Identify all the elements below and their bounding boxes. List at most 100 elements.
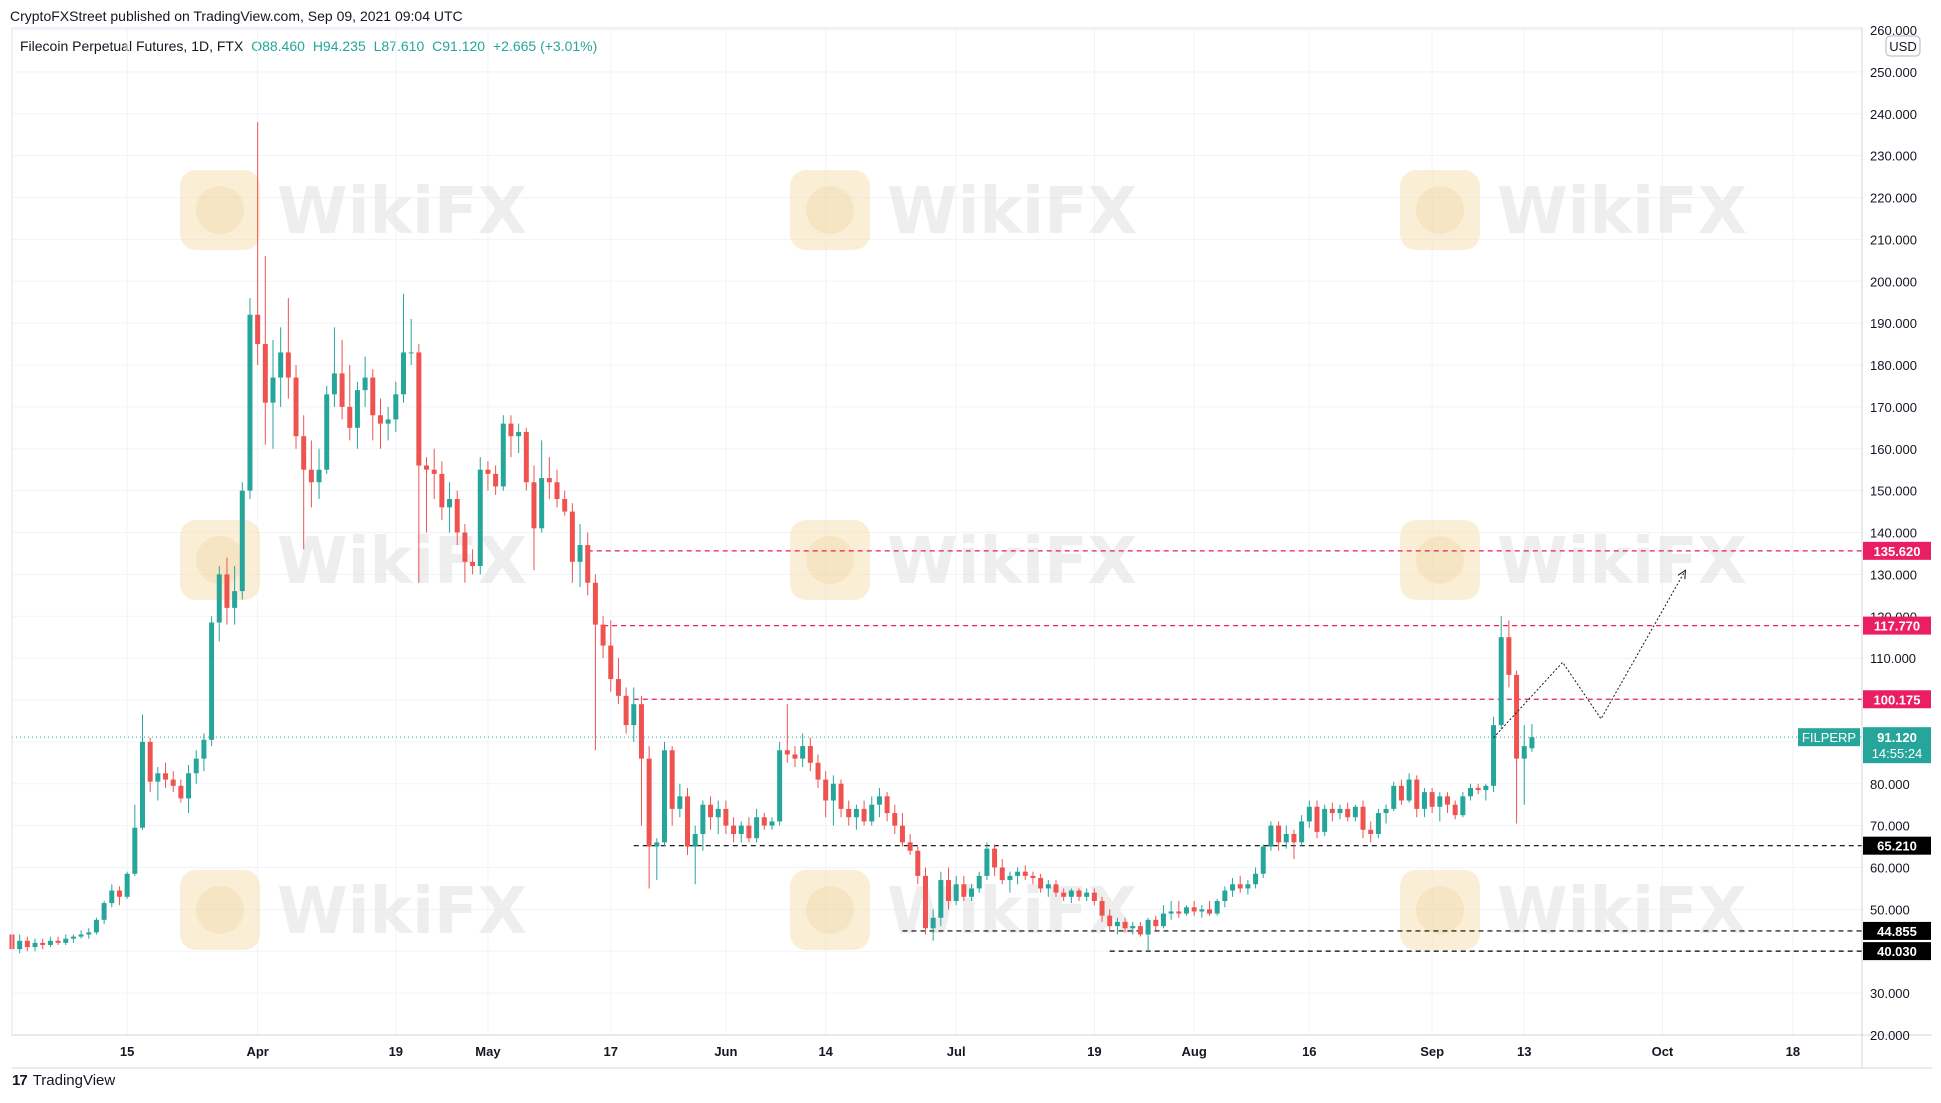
candle [1091,888,1097,906]
candle-body [155,773,161,782]
candle [1322,804,1328,837]
candle-body [685,796,691,847]
candle [393,381,399,432]
candle-body [1160,913,1166,927]
candle [638,695,644,826]
candle-body [209,622,215,740]
candle [1491,716,1497,793]
candle-body [815,762,821,780]
candle [1084,888,1090,901]
candle-body [1061,892,1067,897]
watermark-text: WikiFX [277,175,527,249]
symbol-tag-label: FILPERP [1802,730,1856,745]
candle [1099,896,1105,922]
y-tick-label: 200.000 [1870,274,1917,289]
candle [377,398,383,449]
candle-body [109,890,115,904]
candle-body [922,875,928,929]
candle-body [354,390,360,428]
candle-body [232,591,238,608]
candle-body [1191,907,1197,912]
candle-body [17,940,23,950]
candle-body [1444,796,1450,805]
candle [431,448,437,499]
candle [1130,921,1136,935]
candle-body [562,499,568,512]
candle-body [1053,884,1059,893]
candle-body [661,750,667,843]
candle [1444,792,1450,814]
candle-body [1107,915,1113,927]
candle-body [1375,813,1381,834]
candle-body [976,875,982,889]
x-tick-label: 15 [120,1044,134,1059]
candle [24,936,30,952]
candle-body [1514,674,1520,759]
tradingview-footer[interactable]: 17 TradingView [12,1072,115,1089]
wikifx-watermark: WikiFX [180,170,527,250]
candle [869,796,875,826]
candle [777,741,783,826]
axes: 20.00030.00040.00050.00060.00070.00080.0… [11,23,1932,1069]
y-tick-label: 150.000 [1870,484,1917,499]
candle-body [708,804,714,818]
last-price-tag [1863,727,1931,764]
watermark-text: WikiFX [277,875,527,949]
candle [1345,802,1351,822]
candle-body [869,804,875,822]
ohlc-change: +2.665 (+3.01%) [492,38,598,54]
candle-body [1260,846,1266,874]
watermark-logo-inner [806,536,854,584]
candle [93,917,99,935]
candle [216,566,222,642]
candle [1038,873,1044,893]
y-tick-label: 80.000 [1870,777,1910,792]
candle-body [32,942,38,948]
candle [155,767,161,801]
candle-body [1352,806,1358,818]
candle-body [347,406,353,428]
watermark-logo-inner [806,186,854,234]
projection-arrowhead [1677,569,1687,580]
candle-body [969,888,975,897]
candle [508,415,514,458]
candle-body [78,934,84,937]
candle-body [308,469,314,483]
x-tick-label: Jun [714,1044,737,1059]
candle-body [754,817,760,839]
candle-body [953,884,959,901]
candle [669,746,675,826]
candle-body [324,394,330,470]
candle [170,771,176,793]
candle-body [1475,787,1481,791]
candle [815,754,821,788]
candle-body [1130,926,1136,929]
candle-body [654,842,660,847]
candle-body [377,415,383,424]
candle [70,934,76,943]
candle [1114,917,1120,935]
candle [1183,905,1189,916]
candle-body [1122,921,1128,929]
candle-body [669,750,675,809]
candle [63,934,69,945]
candle-body [93,919,99,933]
y-tick-label: 160.000 [1870,442,1917,457]
candle-body [385,419,391,424]
candle [1076,888,1082,901]
candle [293,365,299,449]
candle [32,938,38,952]
x-tick-label: 19 [389,1044,403,1059]
candle [677,783,683,818]
candle [823,771,829,818]
candle-body [393,394,399,420]
y-tick-label: 190.000 [1870,316,1917,331]
candle-body [677,796,683,809]
candle [892,804,898,834]
candle [1468,783,1474,801]
candle-body [339,373,345,407]
candle-body [86,932,92,935]
candle-body [899,825,905,843]
candle-body [746,825,752,839]
